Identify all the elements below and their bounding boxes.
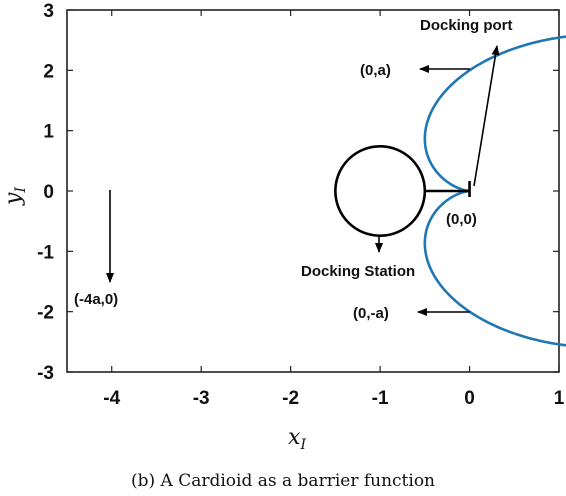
x-tick-label: -3	[193, 388, 210, 409]
annotation-docking-port: Docking port	[420, 17, 513, 34]
annotation-point-left: (-4a,0)	[74, 291, 118, 308]
x-axis-label: xI	[288, 425, 306, 453]
y-axis-label-sub: I	[13, 187, 29, 194]
x-tick-label: 1	[554, 388, 565, 409]
annotation-point-top: (0,a)	[360, 62, 391, 79]
tick-marks	[67, 9, 560, 373]
y-tick-label: 1	[43, 122, 54, 143]
y-tick-label: -2	[37, 303, 54, 324]
x-tick-label: -1	[372, 388, 389, 409]
x-tick-label: -4	[103, 388, 120, 409]
y-axis-label-main: y	[1, 192, 26, 206]
arrow-docking-port	[473, 45, 500, 187]
figure-caption: (b) A Cardioid as a barrier function	[131, 471, 435, 491]
annotation-docking-station: Docking Station	[301, 263, 415, 280]
plot-frame	[66, 9, 560, 373]
cardioid-curve	[423, 35, 566, 347]
y-tick-label: 0	[43, 182, 54, 203]
x-tick-label: -2	[282, 388, 299, 409]
annotation-point-bottom: (0,-a)	[353, 305, 389, 322]
y-tick-labels: 3 2 1 0 -1 -2 -3	[37, 1, 54, 384]
annotation-point-origin: (0,0)	[446, 211, 477, 228]
x-tick-label: 0	[464, 388, 475, 409]
docking-station-circle	[334, 144, 427, 238]
x-axis-label-main: x	[288, 425, 301, 450]
y-axis-label: yI	[1, 187, 29, 206]
x-tick-labels: -4 -3 -2 -1 0 1	[103, 388, 564, 409]
y-tick-label: -3	[37, 363, 54, 384]
x-axis-label-sub: I	[299, 437, 306, 453]
y-tick-label: -1	[37, 242, 54, 263]
y-tick-label: 2	[43, 61, 54, 82]
y-tick-label: 3	[43, 1, 54, 22]
